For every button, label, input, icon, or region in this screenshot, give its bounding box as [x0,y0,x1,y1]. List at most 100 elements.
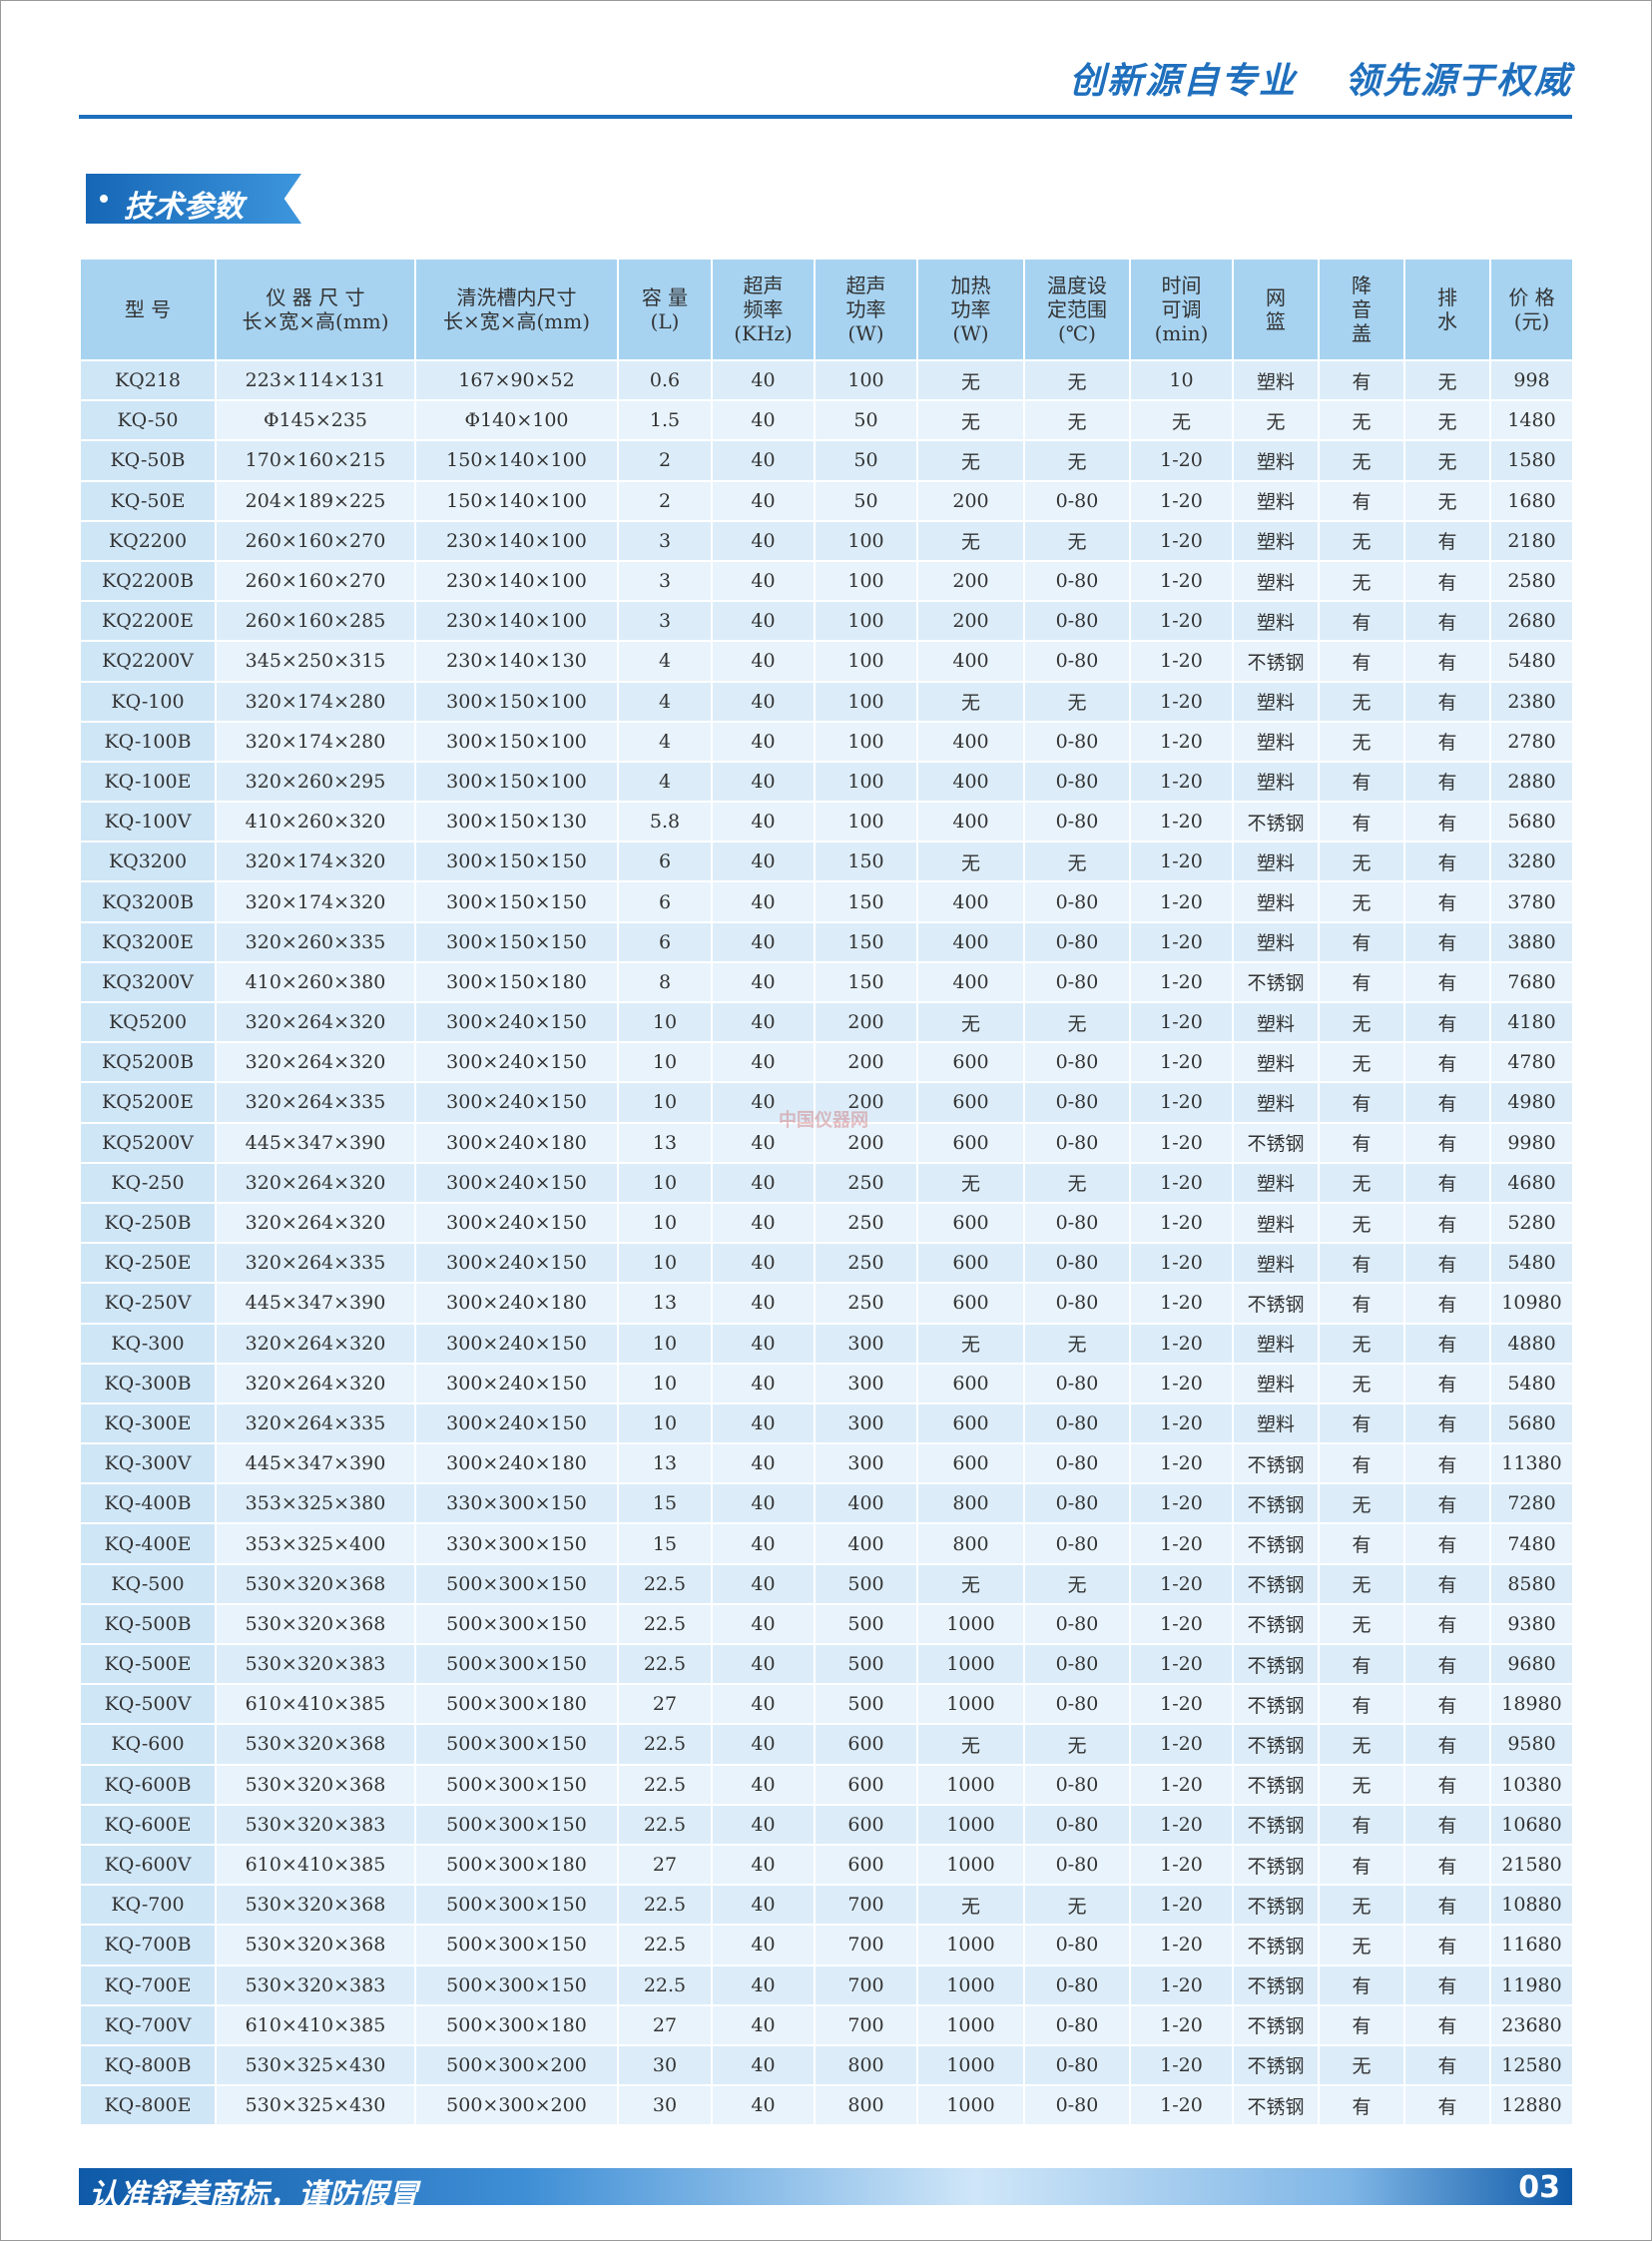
table-cell: 0-80 [1023,1683,1131,1726]
table-cell: 530×320×368 [215,1602,416,1646]
table-row: KQ-500E 530×320×383 500×300×150 22.5 40 500 10… [79,1642,1574,1686]
table-cell: 不锈钢 [1232,1442,1320,1485]
spec-table: 型 号仪 器 尺 寸长×宽×高(mm) 清洗槽内尺寸 长×宽×高(mm) 容 量 (L)… [79,258,1574,2127]
table-cell: 1-20 [1129,519,1234,562]
table-cell: 15 [617,1522,713,1565]
table-cell: 有 [1318,1642,1405,1686]
table-cell: 40 [711,1642,816,1686]
header-cell: 清洗槽内尺寸 长×宽×高(mm) [414,258,619,361]
table-cell: 4180 [1489,1000,1574,1044]
table-cell: 无 [1318,1362,1405,1404]
table-cell: KQ-500V [79,1683,217,1726]
table-cell: 1-20 [1129,479,1234,522]
table-cell: 有 [1403,801,1491,843]
table-cell: 有 [1403,559,1491,603]
table-cell: 40 [711,801,816,843]
table-cell: 有 [1403,1041,1491,1084]
table-cell: 有 [1318,1242,1405,1285]
table-cell: 40 [711,1121,816,1164]
header-line: 篮 [1266,309,1286,333]
table-cell: KQ-300V [79,1442,217,1485]
table-row: KQ-100B 320×174×280 300×150×100 4 40 100 400 0-… [79,720,1574,763]
table-cell: 0-80 [1023,801,1131,843]
table-cell: 无 [1318,720,1405,763]
table-cell: 有 [1318,1282,1405,1325]
table-cell: 500 [814,1683,918,1726]
header-line: 降 [1352,274,1372,297]
table-cell: 22.5 [617,1763,713,1806]
section-tag: 技术参数 [86,174,301,224]
table-cell: 2 [617,479,713,522]
table-cell: 320×174×280 [215,680,416,723]
table-cell: 40 [711,760,816,804]
table-cell: 700 [814,1963,918,2006]
table-cell: 223×114×131 [215,358,416,402]
header-line: 音 [1352,297,1372,321]
table-row: KQ3200B 320×174×320 300×150×150 6 40 150 400 0-… [79,880,1574,923]
table-cell: 0-80 [1023,920,1131,963]
header-line: 型 号 [124,297,172,321]
table-cell: 230×140×130 [414,640,619,683]
table-cell: KQ-250V [79,1282,217,1325]
table-cell: 3280 [1489,840,1574,883]
table-cell: 无 [1318,880,1405,923]
table-cell: 10980 [1489,1282,1574,1325]
table-cell: 不锈钢 [1232,1522,1320,1565]
table-cell: 410×260×320 [215,801,416,843]
table-cell: 0-80 [1023,559,1131,603]
table-cell: 无 [916,1161,1025,1204]
table-row: KQ-800E 530×325×430 500×300×200 30 40 800 1000… [79,2084,1574,2127]
table-cell: 22.5 [617,1642,713,1686]
table-cell: 11980 [1489,1963,1574,2006]
header-line: 长×宽×高(mm) [242,309,389,333]
table-cell: 1-20 [1129,1884,1234,1927]
table-cell: 0-80 [1023,2003,1131,2046]
table-cell: 无 [916,358,1025,402]
table-cell: 0-80 [1023,1362,1131,1404]
table-cell: 400 [916,880,1025,923]
table-cell: 320×264×320 [215,1000,416,1044]
table-cell: 0-80 [1023,960,1131,1004]
table-row: KQ-400B 353×325×380 330×300×150 15 40 400 800 0… [79,1482,1574,1525]
header-cell: 价 格 (元) [1489,258,1574,361]
table-cell: 0-80 [1023,479,1131,522]
table-cell: 有 [1403,1683,1491,1726]
table-cell: 无 [1318,1924,1405,1966]
header-line: 长×宽×高(mm) [442,309,591,333]
table-cell: KQ-100B [79,720,217,763]
table-cell: 不锈钢 [1232,801,1320,843]
table-cell: 40 [711,519,816,562]
table-cell: 无 [1318,1763,1405,1806]
table-cell: 1-20 [1129,920,1234,963]
table-cell: 无 [1023,519,1131,562]
table-cell: 0-80 [1023,1041,1131,1084]
table-cell: 0-80 [1023,1843,1131,1887]
table-cell: 无 [1318,1201,1405,1245]
table-cell: 150 [814,960,918,1004]
table-cell: 1-20 [1129,1763,1234,1806]
header-line: 网 [1266,285,1286,309]
table-cell: 40 [711,1242,816,1285]
table-cell: 无 [1318,1322,1405,1365]
table-cell: 13 [617,1121,713,1164]
table-cell: 330×300×150 [414,1482,619,1525]
table-cell: 3 [617,519,713,562]
table-cell: 不锈钢 [1232,1843,1320,1887]
table-cell: 9380 [1489,1602,1574,1646]
table-cell: KQ-700V [79,2003,217,2046]
table-cell: 0.6 [617,358,713,402]
header-rule [79,115,1572,119]
table-cell: 无 [1318,1562,1405,1605]
table-cell: 300×240×150 [414,1161,619,1204]
table-cell: 2680 [1489,600,1574,643]
table-cell: 1-20 [1129,1242,1234,1285]
table-cell: 有 [1403,1642,1491,1686]
header-line: 温度设 [1047,274,1107,297]
table-cell: 40 [711,1803,816,1846]
header-line: 可调 [1161,297,1202,321]
table-cell: 5280 [1489,1201,1574,1245]
table-cell: 0-80 [1023,1121,1131,1164]
table-cell: 4 [617,640,713,683]
table-cell: 200 [814,1041,918,1084]
table-cell: 445×347×390 [215,1282,416,1325]
